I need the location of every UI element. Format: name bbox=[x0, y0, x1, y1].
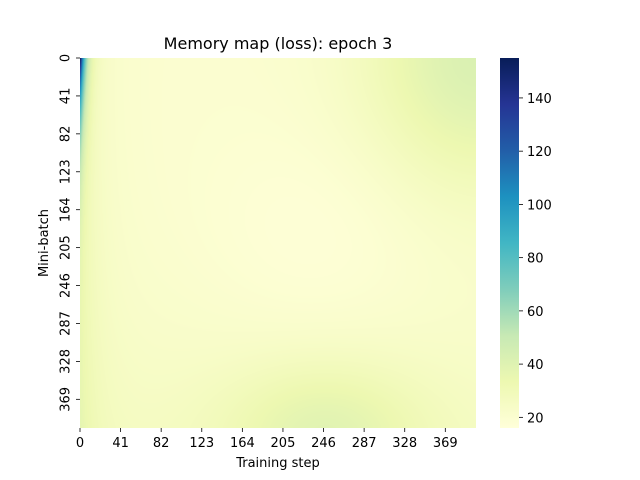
colorbar-tick-label: 100 bbox=[527, 198, 552, 213]
x-tick-label: 82 bbox=[153, 436, 170, 451]
x-tick-label: 287 bbox=[352, 436, 377, 451]
colorbar-tick-label: 120 bbox=[527, 145, 552, 160]
colorbar bbox=[500, 58, 519, 428]
colorbar-tick-label: 60 bbox=[527, 305, 544, 320]
x-axis-label: Training step bbox=[235, 456, 320, 471]
colorbar-tick-label: 20 bbox=[527, 411, 544, 426]
heatmap-canvas bbox=[80, 58, 476, 428]
y-axis-label: Mini-batch bbox=[37, 209, 52, 277]
y-tick-label: 246 bbox=[59, 273, 74, 298]
y-tick-label: 369 bbox=[59, 387, 74, 412]
colorbar-ticks: 20 40 60 80 100 120 140 bbox=[519, 92, 552, 426]
x-tick-label: 0 bbox=[76, 436, 84, 451]
y-tick-label: 164 bbox=[59, 197, 74, 222]
x-tick-label: 246 bbox=[311, 436, 336, 451]
heatmap-canvas-wrapper bbox=[80, 58, 476, 428]
y-axis-ticks: 0 41 82 123 164 205 246 287 328 369 bbox=[59, 54, 81, 412]
x-tick-label: 41 bbox=[112, 436, 129, 451]
x-tick-label: 205 bbox=[271, 436, 296, 451]
colorbar-tick-label: 40 bbox=[527, 358, 544, 373]
colorbar-tick-label: 140 bbox=[527, 92, 552, 107]
y-tick-label: 205 bbox=[59, 235, 74, 260]
x-tick-label: 123 bbox=[189, 436, 214, 451]
y-tick-label: 41 bbox=[59, 88, 74, 105]
y-tick-label: 82 bbox=[59, 126, 74, 143]
x-tick-label: 369 bbox=[433, 436, 458, 451]
x-tick-label: 164 bbox=[230, 436, 255, 451]
x-axis-ticks: 0 41 82 123 164 205 246 287 328 369 bbox=[76, 428, 458, 451]
colorbar-tick-label: 80 bbox=[527, 252, 544, 267]
y-tick-label: 328 bbox=[59, 349, 74, 374]
x-tick-label: 328 bbox=[392, 436, 417, 451]
y-tick-label: 287 bbox=[59, 311, 74, 336]
y-tick-label: 123 bbox=[59, 159, 74, 184]
y-tick-label: 0 bbox=[59, 54, 74, 62]
chart-title: Memory map (loss): epoch 3 bbox=[164, 34, 393, 53]
